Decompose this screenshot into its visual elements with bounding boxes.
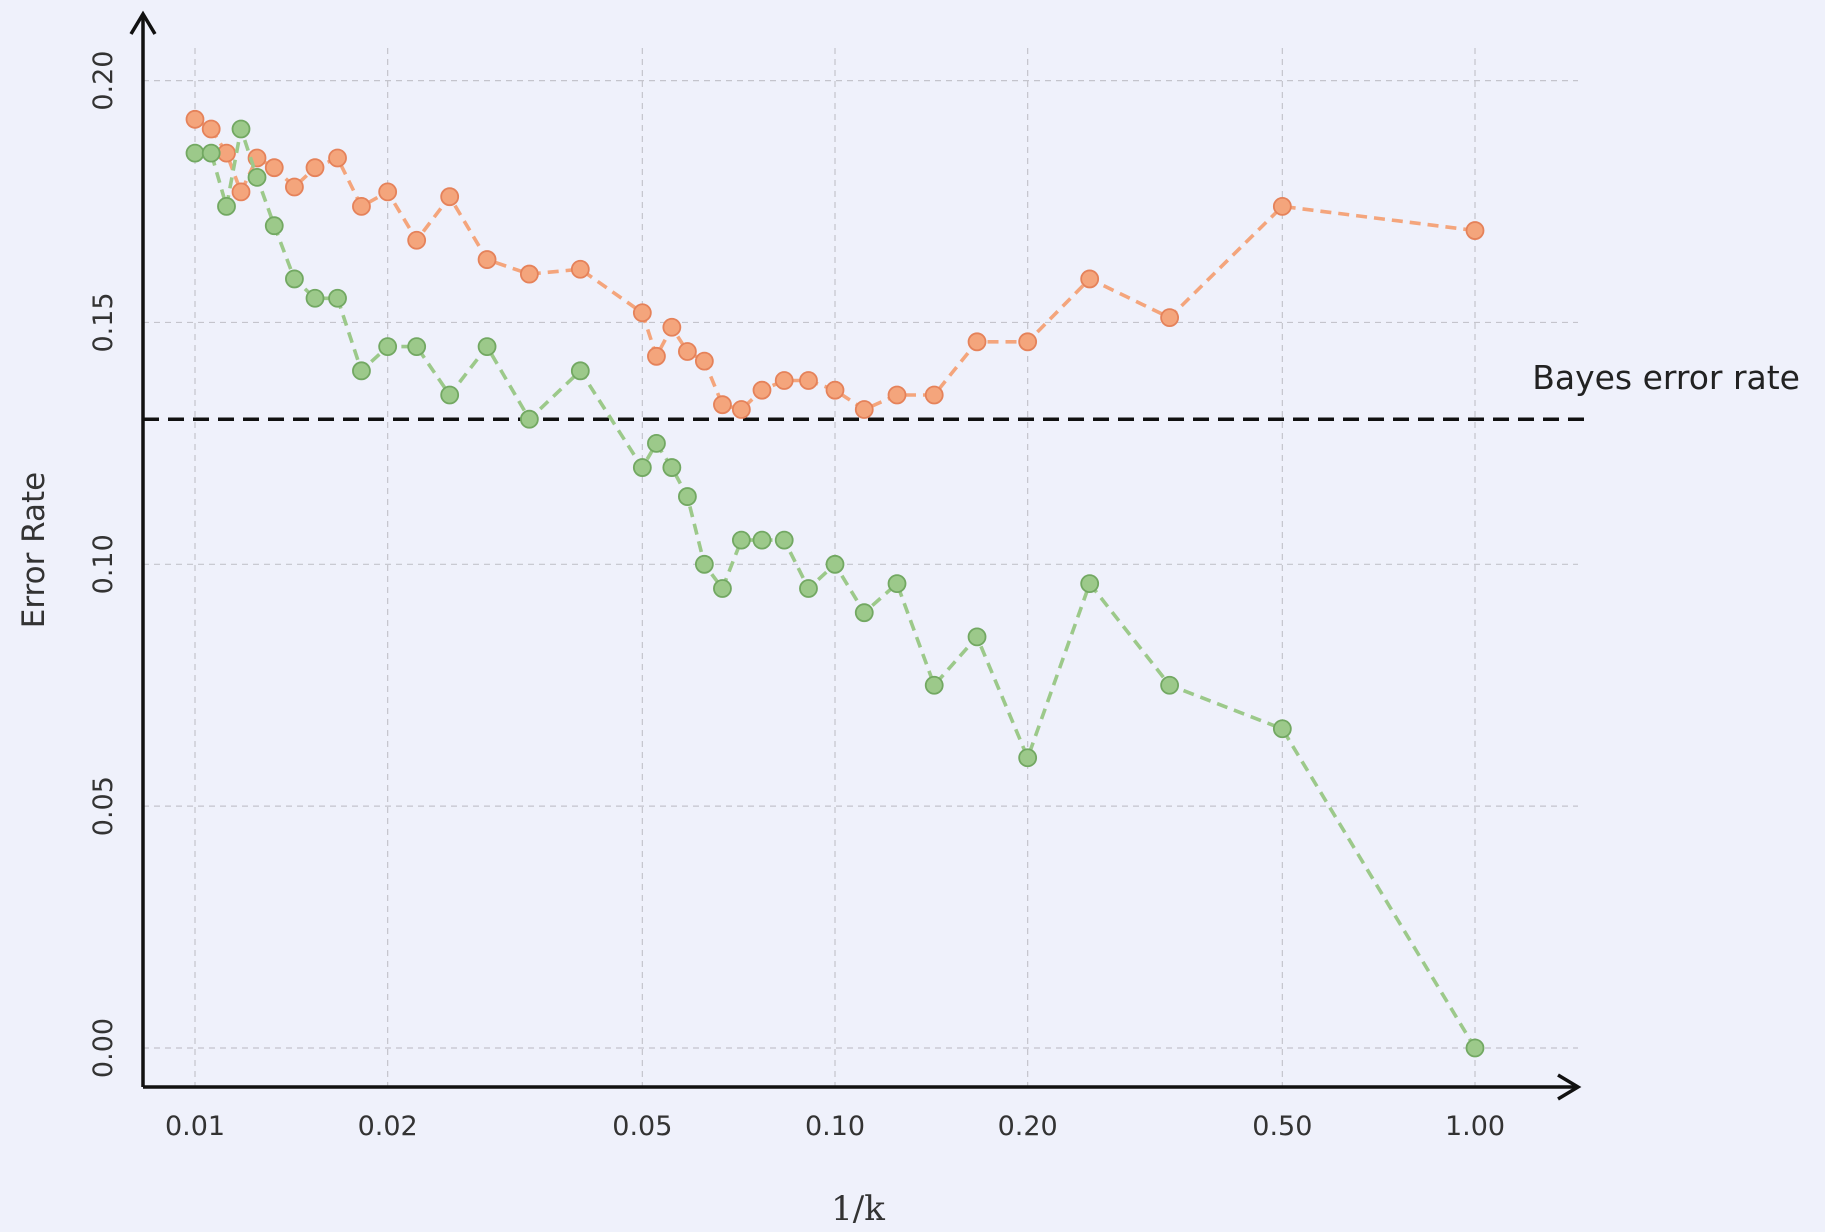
test-data-point bbox=[887, 385, 907, 405]
train-data-point bbox=[825, 554, 845, 574]
test-data-point bbox=[328, 148, 347, 168]
train-data-point bbox=[201, 143, 221, 163]
test-data-point bbox=[731, 400, 751, 419]
y-tick-label: 0.20 bbox=[88, 51, 119, 111]
test-data-point bbox=[201, 119, 221, 139]
train-data-point bbox=[752, 530, 772, 550]
train-data-point bbox=[440, 385, 460, 405]
test-data-point bbox=[825, 380, 845, 400]
train-data-point bbox=[774, 530, 794, 550]
train-data-point bbox=[967, 627, 987, 647]
train-data-point bbox=[1080, 574, 1100, 594]
test-data-point bbox=[774, 371, 794, 390]
x-tick-label: 0.20 bbox=[998, 1111, 1058, 1142]
test-data-point bbox=[632, 303, 652, 323]
test-data-point bbox=[185, 109, 205, 129]
train-data-point bbox=[378, 337, 398, 357]
x-tick-label: 0.05 bbox=[612, 1111, 672, 1142]
train-data-point bbox=[264, 216, 284, 236]
train-data-point bbox=[854, 603, 874, 623]
test-data-point bbox=[647, 346, 666, 366]
test-data-point bbox=[678, 342, 697, 361]
y-tick-label: 0.05 bbox=[88, 776, 119, 836]
test-data-point bbox=[352, 196, 371, 216]
test-data-point bbox=[1272, 196, 1292, 216]
train-data-point bbox=[713, 579, 732, 598]
train-data-point bbox=[678, 487, 697, 506]
train-data-point bbox=[185, 143, 205, 163]
train-data-point bbox=[887, 574, 907, 594]
train-series-line bbox=[195, 128, 1477, 1049]
test-data-point bbox=[440, 187, 460, 207]
test-data-point bbox=[407, 230, 427, 250]
test-data-point bbox=[799, 371, 818, 390]
test-data-point bbox=[519, 264, 539, 284]
test-data-point bbox=[570, 259, 590, 279]
test-data-point bbox=[305, 158, 325, 178]
test-data-point bbox=[285, 177, 304, 197]
train-data-point bbox=[1272, 719, 1292, 739]
tick-labels: 0.01 0.02 0.05 0.10 0.20 0.50 1.00 0.00 0.05 0.10… bbox=[88, 51, 1505, 1142]
y-tick-label: 0.15 bbox=[88, 292, 119, 352]
x-axis-arrow bbox=[1557, 1073, 1582, 1101]
axes bbox=[129, 10, 1582, 1101]
train-data-point bbox=[519, 409, 539, 429]
test-data-point bbox=[924, 385, 944, 405]
x-tick-label: 0.02 bbox=[358, 1111, 418, 1142]
series-group bbox=[185, 109, 1485, 1058]
train-data-point bbox=[570, 361, 590, 381]
test-data-point bbox=[854, 400, 874, 419]
test-data-point bbox=[1465, 221, 1485, 240]
y-tick-label: 0.00 bbox=[88, 1018, 119, 1078]
x-tick-label: 0.01 bbox=[165, 1111, 225, 1142]
train-data-point bbox=[1465, 1038, 1485, 1058]
test-data-point bbox=[662, 317, 682, 337]
train-data-point bbox=[352, 361, 371, 381]
test-data-point bbox=[378, 182, 398, 202]
test-data-point bbox=[477, 250, 497, 269]
train-data-point bbox=[247, 167, 267, 187]
train-data-point bbox=[285, 269, 304, 289]
test-data-point bbox=[264, 158, 284, 178]
test-data-point bbox=[231, 182, 251, 202]
train-data-point bbox=[1160, 675, 1180, 695]
train-data-point bbox=[647, 433, 666, 453]
train-data-point bbox=[305, 288, 325, 308]
y-axis-arrow bbox=[129, 10, 157, 35]
train-data-point bbox=[799, 579, 818, 598]
y-tick-label: 0.10 bbox=[88, 534, 119, 594]
bayes-error-label: Bayes error rate bbox=[1532, 358, 1800, 397]
y-axis-label: Error Rate bbox=[16, 472, 52, 629]
train-data-point bbox=[694, 554, 714, 574]
x-axis-label: 1/k bbox=[831, 1189, 885, 1229]
train-data-point bbox=[231, 119, 251, 139]
train-data-point bbox=[477, 337, 497, 357]
train-data-point bbox=[328, 288, 347, 308]
test-data-point bbox=[713, 395, 732, 415]
x-tick-label: 1.00 bbox=[1445, 1111, 1505, 1142]
train-data-point bbox=[662, 458, 682, 477]
test-data-point bbox=[967, 332, 987, 352]
test-data-point bbox=[1080, 269, 1100, 289]
train-data-point bbox=[407, 337, 427, 357]
test-data-point bbox=[694, 351, 714, 371]
x-tick-label: 0.50 bbox=[1252, 1111, 1312, 1142]
test-data-point bbox=[1018, 332, 1038, 352]
test-data-point bbox=[1160, 308, 1180, 328]
train-data-point bbox=[1018, 748, 1038, 768]
train-data-point bbox=[632, 458, 652, 477]
test-data-point bbox=[752, 380, 772, 400]
train-data-point bbox=[217, 196, 236, 216]
train-data-point bbox=[924, 675, 944, 695]
x-tick-label: 0.10 bbox=[805, 1111, 865, 1142]
train-data-point bbox=[731, 530, 751, 550]
